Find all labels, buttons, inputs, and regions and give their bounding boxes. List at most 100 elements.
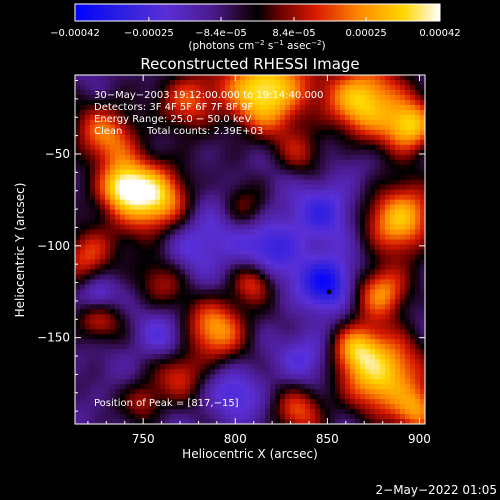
heatmap-cell: [160, 414, 166, 420]
heatmap-cell: [180, 219, 186, 225]
heatmap-cell: [245, 284, 251, 290]
heatmap-cell: [350, 194, 356, 201]
heatmap-cell: [300, 204, 306, 211]
heatmap-cell: [300, 294, 306, 300]
heatmap-cell: [160, 339, 166, 345]
heatmap-cell: [120, 384, 126, 390]
heatmap-cell: [95, 94, 101, 101]
heatmap-cell: [370, 374, 376, 380]
heatmap-cell: [240, 84, 246, 91]
heatmap-cell: [270, 124, 276, 131]
heatmap-cell: [415, 159, 421, 166]
y-axis-label: Heliocentric Y (arcsec): [13, 183, 27, 318]
heatmap-cell: [100, 364, 106, 370]
heatmap-cell: [110, 314, 116, 320]
heatmap-cell: [375, 159, 381, 166]
heatmap-cell: [405, 244, 411, 250]
heatmap-cell: [205, 84, 211, 91]
heatmap-cell: [160, 219, 166, 225]
heatmap-cell: [230, 75, 236, 81]
heatmap-cell: [155, 324, 161, 330]
heatmap-cell: [140, 109, 146, 116]
heatmap-cell: [85, 89, 91, 96]
heatmap-cell: [140, 349, 146, 355]
heatmap-cell: [220, 344, 226, 350]
heatmap-cell: [190, 314, 196, 320]
heatmap-cell: [185, 394, 191, 400]
heatmap-cell: [235, 75, 241, 81]
heatmap-cell: [170, 174, 176, 181]
heatmap-cell: [325, 154, 331, 161]
heatmap-cell: [120, 274, 126, 280]
heatmap-cell: [110, 279, 116, 285]
heatmap-cell: [405, 324, 411, 330]
heatmap-cell: [85, 79, 91, 86]
heatmap-cell: [175, 314, 181, 320]
heatmap-cell: [75, 404, 81, 410]
heatmap-cell: [105, 289, 111, 295]
heatmap-cell: [175, 334, 181, 340]
heatmap-cell: [310, 369, 316, 375]
heatmap-cell: [235, 229, 241, 235]
heatmap-cell: [280, 259, 286, 265]
heatmap-cell: [235, 84, 241, 91]
heatmap-cell: [215, 194, 221, 201]
heatmap-cell: [340, 114, 346, 121]
heatmap-cell: [125, 389, 131, 395]
heatmap-cell: [360, 354, 366, 360]
heatmap-cell: [305, 259, 311, 265]
heatmap-cell: [190, 174, 196, 181]
heatmap-cell: [280, 199, 286, 206]
heatmap-cell: [380, 224, 386, 230]
heatmap-cell: [375, 279, 381, 285]
heatmap-cell: [360, 289, 366, 295]
heatmap-cell: [130, 369, 136, 375]
heatmap-cell: [245, 324, 251, 330]
heatmap-cell: [100, 209, 106, 215]
heatmap-cell: [140, 164, 146, 171]
heatmap-cell: [160, 294, 166, 300]
heatmap-cell: [375, 299, 381, 305]
heatmap-cell: [210, 204, 216, 211]
heatmap-cell: [275, 329, 281, 335]
heatmap-cell: [345, 84, 351, 91]
heatmap-cell: [285, 409, 291, 415]
heatmap-cell: [290, 284, 296, 290]
heatmap-cell: [315, 314, 321, 320]
heatmap-cell: [140, 254, 146, 260]
heatmap-cell: [250, 124, 256, 131]
heatmap-cell: [225, 79, 231, 86]
heatmap-cell: [340, 159, 346, 166]
heatmap-cell: [280, 269, 286, 275]
heatmap-cell: [280, 209, 286, 215]
heatmap-cell: [350, 349, 356, 355]
heatmap-cell: [370, 414, 376, 420]
heatmap-cell: [115, 174, 121, 181]
heatmap-cell: [105, 294, 111, 300]
heatmap-cell: [75, 159, 81, 166]
heatmap-cell: [330, 199, 336, 206]
heatmap-cell: [240, 259, 246, 265]
heatmap-cell: [360, 299, 366, 305]
heatmap-cell: [140, 244, 146, 250]
heatmap-cell: [370, 379, 376, 385]
heatmap-cell: [95, 254, 101, 260]
heatmap-cell: [150, 419, 156, 425]
heatmap-cell: [255, 294, 261, 300]
heatmap-cell: [295, 154, 301, 161]
heatmap-cell: [350, 394, 356, 400]
heatmap-cell: [330, 419, 336, 425]
heatmap-cell: [130, 89, 136, 96]
heatmap-cell: [380, 229, 386, 235]
heatmap-cell: [135, 334, 141, 340]
heatmap-cell: [330, 174, 336, 181]
heatmap-cell: [155, 209, 161, 215]
heatmap-cell: [385, 114, 391, 121]
heatmap-cell: [135, 414, 141, 420]
heatmap-cell: [390, 234, 396, 240]
heatmap-cell: [115, 264, 121, 270]
heatmap-cell: [185, 104, 191, 111]
heatmap-cell: [240, 284, 246, 290]
heatmap-cell: [345, 104, 351, 111]
heatmap-cell: [165, 239, 171, 245]
